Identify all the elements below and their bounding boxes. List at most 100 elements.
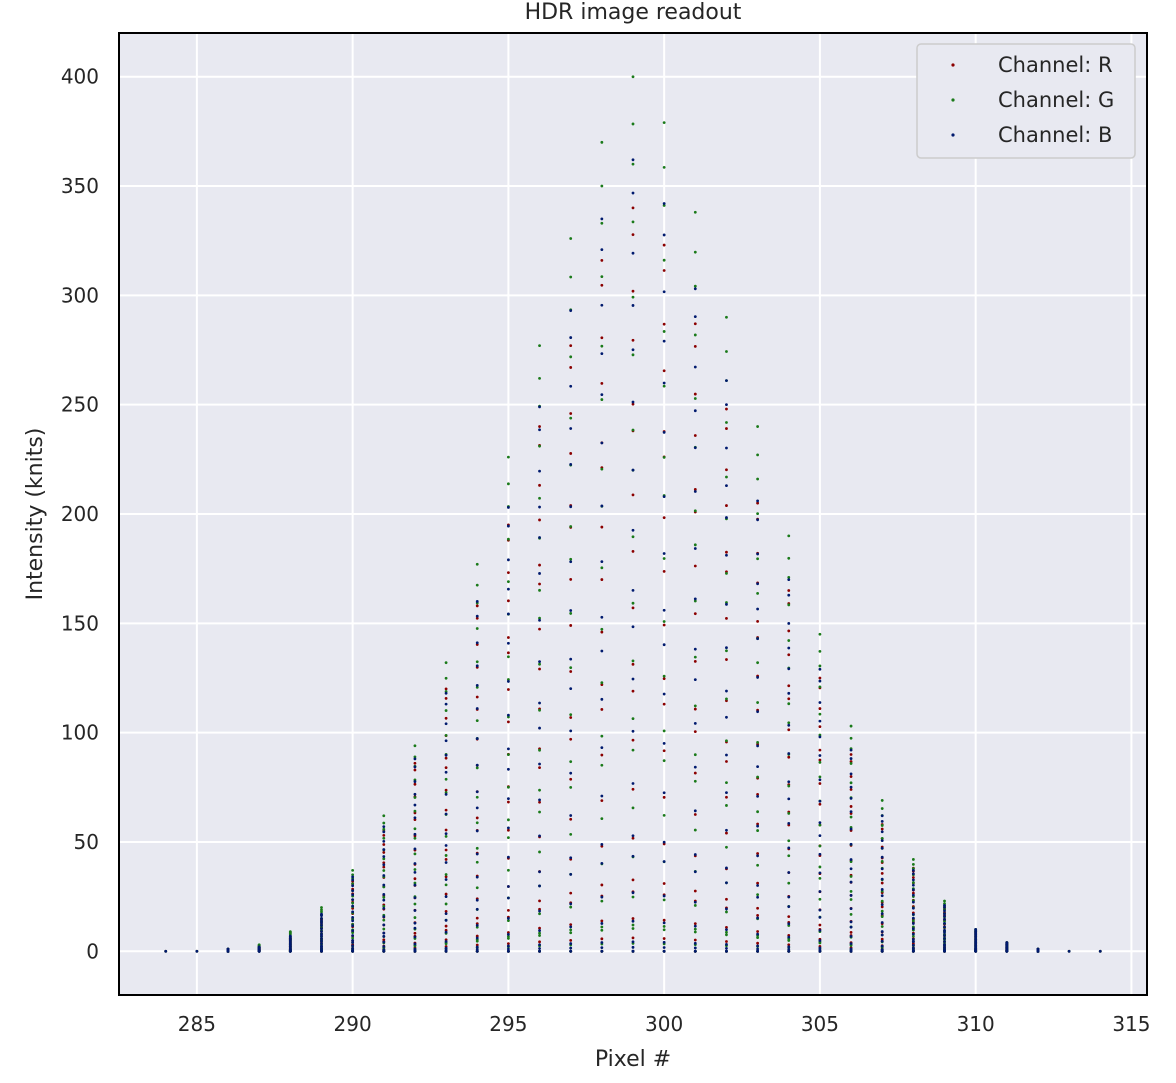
data-point [475,664,479,668]
data-point [569,873,573,876]
data-point [600,393,604,397]
data-point [538,496,541,500]
data-point [662,643,666,647]
data-point [818,719,822,723]
data-point [444,832,448,836]
data-point [693,828,697,832]
data-point [538,708,541,712]
data-point [569,344,573,348]
data-point [693,446,697,450]
legend-label: Channel: G [998,88,1114,112]
data-point [382,833,386,837]
data-point [569,612,573,615]
data-point [849,942,853,946]
data-point [725,616,728,620]
data-point [257,949,261,953]
data-point [631,295,635,299]
data-point [725,421,728,424]
y-tick-labels: 0 50 100 150 200 250 300 350 400 [61,65,99,964]
data-point [787,589,791,592]
data-point [569,713,573,717]
data-point [943,905,946,909]
data-point [382,883,386,887]
y-axis-label: Intensity (knits) [23,428,48,601]
data-point [787,752,791,755]
data-point [818,685,822,689]
y-tick-label: 50 [74,830,99,854]
data-point [444,854,448,857]
data-point [569,416,573,420]
legend-marker [951,63,955,67]
data-point [538,850,541,854]
data-point [1067,949,1071,953]
data-point [475,945,479,949]
data-point [725,831,728,835]
data-point [538,899,541,903]
data-point [382,821,386,825]
data-point [475,821,479,825]
data-point [351,949,355,953]
data-point [475,949,479,953]
data-point [631,428,635,432]
data-point [444,873,448,876]
data-point [475,860,479,864]
data-point [880,830,884,834]
data-point [382,869,386,872]
y-tick-label: 400 [61,65,99,89]
data-point [756,765,760,769]
data-point [880,903,884,907]
data-point [631,75,635,79]
data-point [475,766,479,770]
data-point [974,949,978,953]
data-point [538,884,541,888]
data-point [600,615,604,619]
data-point [756,893,760,897]
data-point [475,886,479,890]
data-point [413,935,417,939]
data-point [662,269,666,272]
data-point [413,921,417,925]
data-point [911,949,915,953]
data-point [662,243,666,247]
data-point [569,949,573,953]
data-point [538,616,541,620]
data-point [725,649,728,653]
data-point [818,649,822,653]
data-point [538,834,541,838]
data-point [538,376,541,380]
data-point [600,928,604,932]
data-point [506,885,510,888]
data-point [538,949,541,953]
data-point [911,919,915,923]
data-point [631,782,635,785]
data-point [444,793,448,796]
data-point [880,824,884,827]
data-point [382,927,386,931]
data-point [725,781,728,785]
data-point [506,688,510,691]
data-point [849,912,853,916]
data-point [600,842,604,846]
data-point [662,369,666,373]
data-point [569,463,573,466]
data-point [725,947,728,950]
data-point [662,516,666,520]
data-point [756,947,760,951]
data-point [693,771,697,775]
data-point [693,409,697,413]
data-point [382,874,386,877]
data-point [506,942,510,945]
data-point [351,940,355,944]
x-tick-label: 315 [1112,1012,1150,1036]
data-point [943,928,946,932]
data-point [413,782,417,786]
data-point [756,512,760,516]
data-point [288,949,292,953]
data-point [569,657,573,661]
data-point [475,795,479,799]
data-point [382,857,386,861]
data-point [756,741,760,744]
data-point [880,814,884,818]
data-point [475,583,479,587]
data-point [818,712,822,716]
